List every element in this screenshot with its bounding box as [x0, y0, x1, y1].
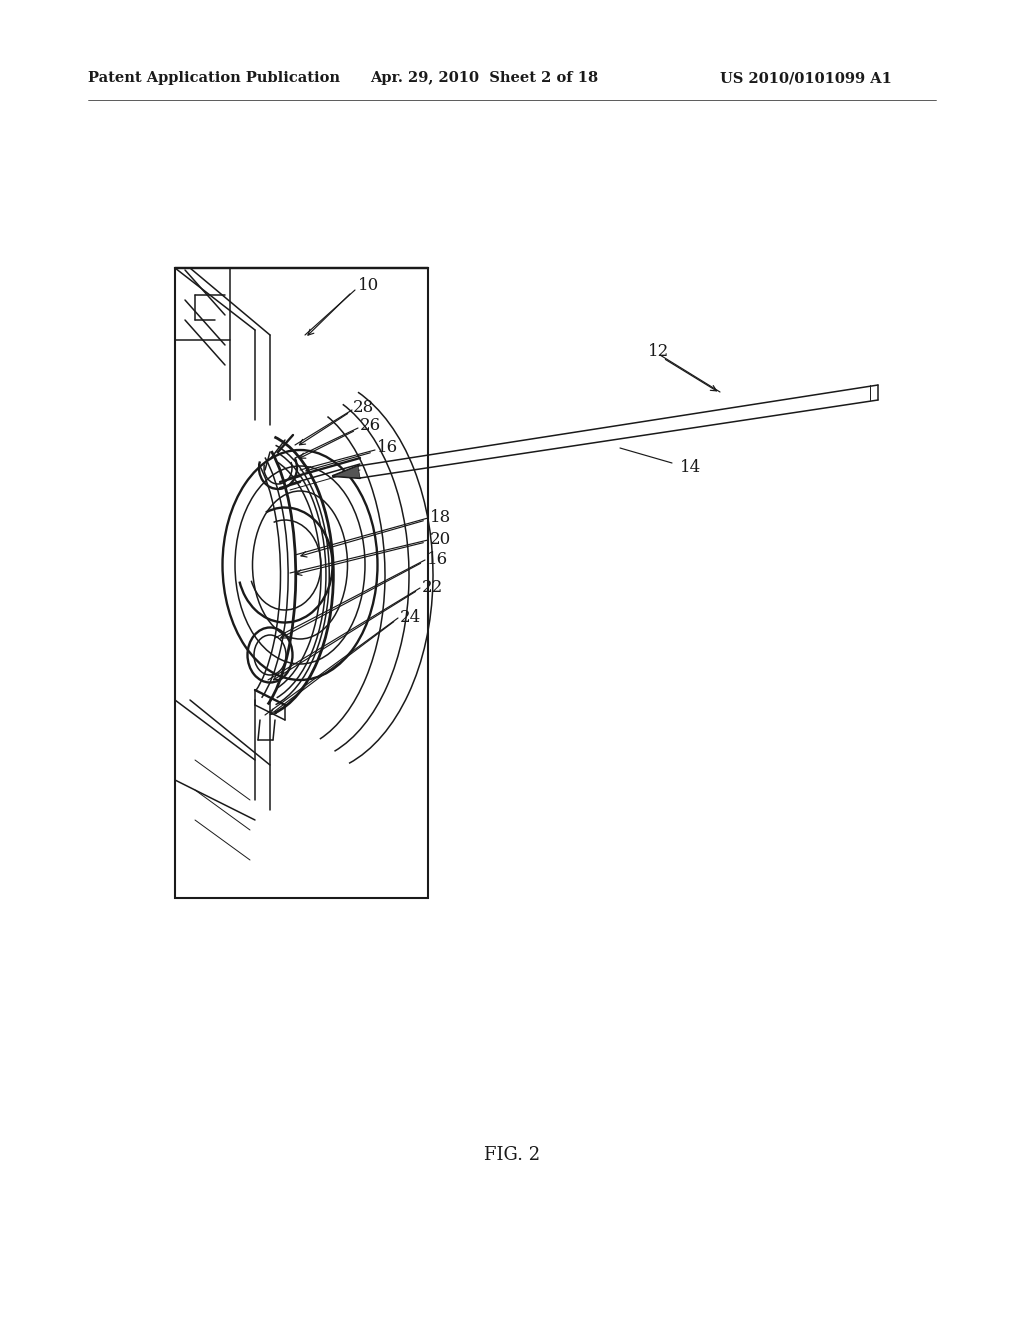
- Text: FIG. 2: FIG. 2: [484, 1146, 540, 1164]
- Text: 26: 26: [360, 417, 381, 434]
- Text: 20: 20: [430, 531, 452, 548]
- Text: 10: 10: [358, 276, 379, 293]
- Bar: [175, 268, 428, 898]
- Text: 16: 16: [427, 550, 449, 568]
- Text: 18: 18: [430, 508, 452, 525]
- Polygon shape: [333, 466, 360, 478]
- Text: 14: 14: [680, 458, 701, 475]
- Text: US 2010/0101099 A1: US 2010/0101099 A1: [720, 71, 892, 84]
- Text: 12: 12: [648, 343, 670, 360]
- Text: Patent Application Publication: Patent Application Publication: [88, 71, 340, 84]
- Text: 24: 24: [400, 609, 421, 626]
- Text: Apr. 29, 2010  Sheet 2 of 18: Apr. 29, 2010 Sheet 2 of 18: [370, 71, 598, 84]
- Text: 16: 16: [377, 440, 398, 457]
- Text: 28: 28: [353, 399, 374, 416]
- Text: 22: 22: [422, 578, 443, 595]
